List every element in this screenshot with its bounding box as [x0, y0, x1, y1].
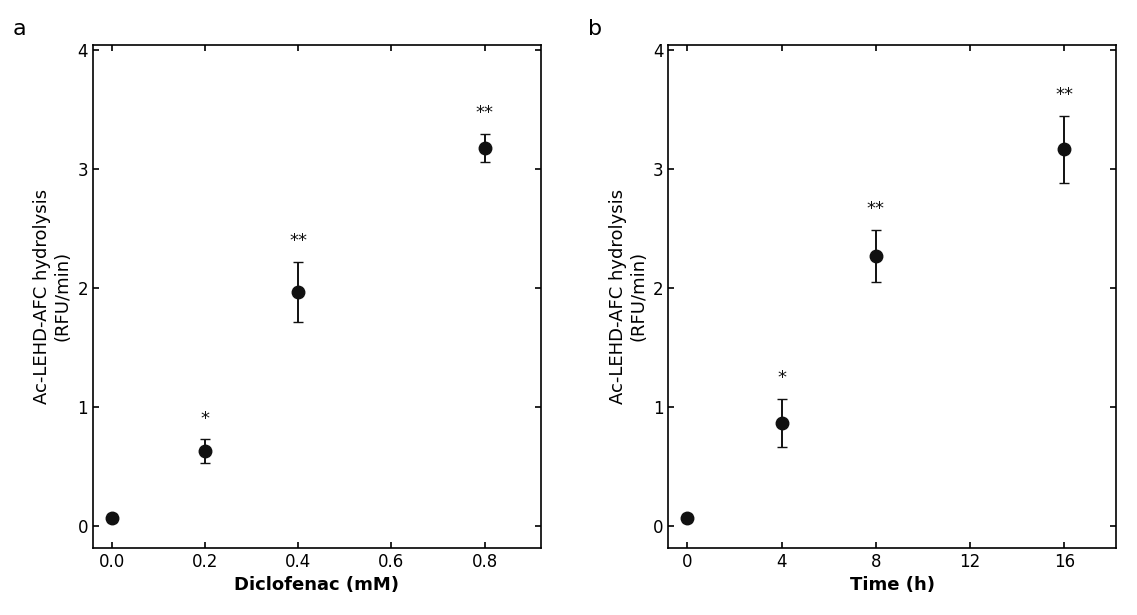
Text: **: ** [866, 200, 885, 218]
Y-axis label: Ac-LEHD-AFC hydrolysis
(RFU/min): Ac-LEHD-AFC hydrolysis (RFU/min) [33, 189, 72, 403]
X-axis label: Diclofenac (mM): Diclofenac (mM) [234, 576, 399, 594]
Text: **: ** [475, 104, 493, 122]
X-axis label: Time (h): Time (h) [849, 576, 935, 594]
Text: *: * [777, 369, 786, 387]
Text: *: * [200, 410, 209, 427]
Text: **: ** [1055, 86, 1073, 104]
Y-axis label: Ac-LEHD-AFC hydrolysis
(RFU/min): Ac-LEHD-AFC hydrolysis (RFU/min) [608, 189, 647, 403]
Text: **: ** [289, 232, 307, 250]
Text: b: b [588, 19, 601, 39]
Text: a: a [13, 19, 26, 39]
